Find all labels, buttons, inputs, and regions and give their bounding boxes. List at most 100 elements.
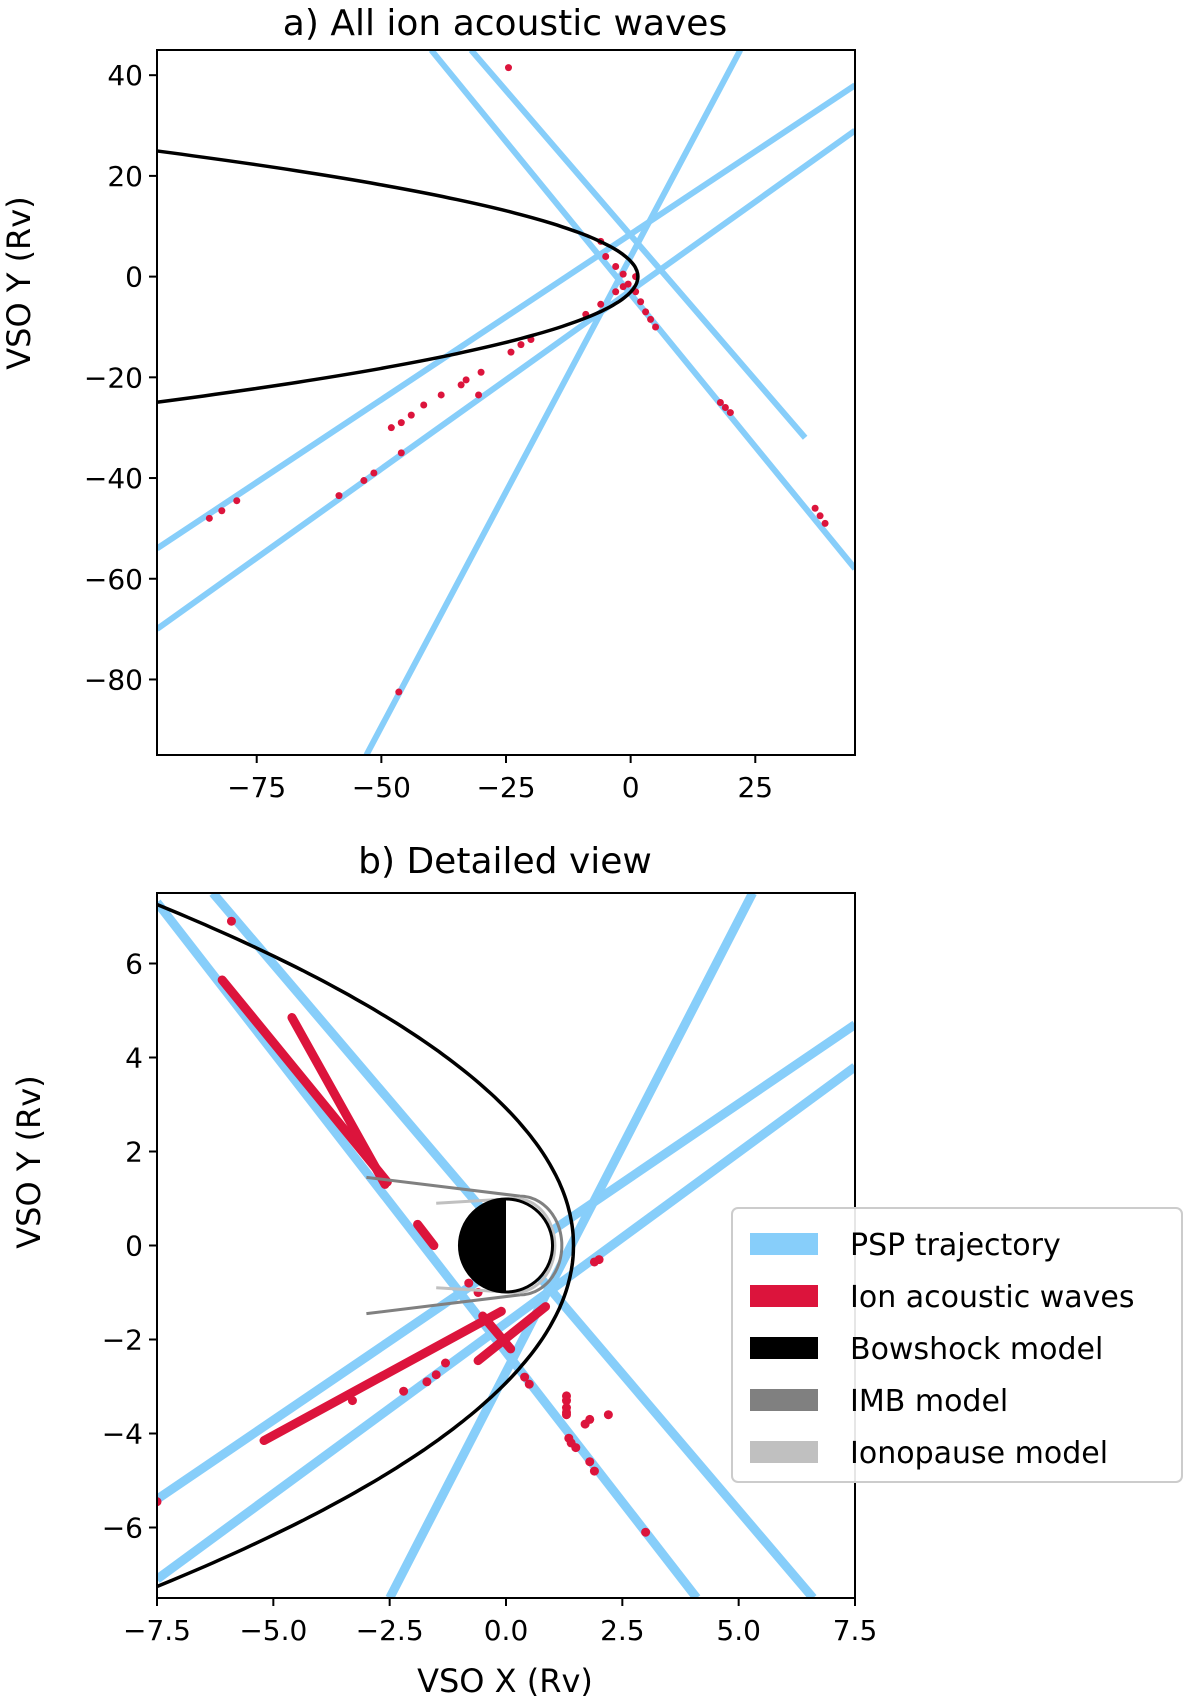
panel-a-ion-wave-point-18	[507, 348, 515, 356]
panel-a-ion-wave-point-12	[647, 315, 655, 323]
panel-b-ion-wave-segment-1	[287, 1013, 390, 1189]
panel-b-y-tick-label-0: 6	[125, 948, 143, 981]
panel-b-x-tick-label-6: 7.5	[833, 1614, 878, 1647]
panel-b-x-axis-label: VSO X (Rv)	[417, 1662, 593, 1700]
panel-b-ion-wave-point-20	[580, 1419, 590, 1429]
panel-a-ion-wave-point-20	[462, 376, 470, 384]
panel-b: b) Detailed view VSO Y (Rv) VSO X (Rv) 6…	[10, 841, 877, 1700]
panel-a-ion-wave-point-40	[821, 519, 829, 527]
panel-a-ion-wave-point-35	[716, 399, 724, 406]
panel-a-ion-wave-point-14	[597, 300, 605, 308]
legend-label-bowshock-model: Bowshock model	[850, 1332, 1103, 1367]
panel-b-y-tick-label-6: −6	[102, 1512, 143, 1545]
panel-a-x-tick-label-4: 25	[737, 771, 773, 804]
panel-a-ion-wave-point-33	[335, 492, 343, 500]
panel-a-ion-wave-point-32	[360, 477, 368, 485]
panel-a-y-tick-label-2: 0	[125, 261, 143, 294]
legend-swatch-psp-trajectory	[750, 1233, 818, 1255]
panel-a-bowshock-curve	[157, 149, 640, 404]
panel-a-x-tick-label-0: −75	[227, 771, 286, 804]
panel-a-ion-wave-point-34	[475, 391, 483, 399]
panel-a-ion-wave-point-17	[517, 341, 525, 349]
panel-a-y-tick-label-3: −20	[84, 361, 143, 394]
panel-b-y-tick-label-2: 2	[125, 1136, 143, 1169]
legend-swatch-imb-model	[750, 1389, 818, 1411]
panel-b-psp-trajectory-line-1	[157, 899, 701, 1598]
panel-b-title: b) Detailed view	[358, 841, 652, 882]
panel-a-y-tick-label-6: −80	[84, 663, 143, 696]
panel-a-ion-wave-point-8	[612, 288, 620, 296]
panel-a-y-tick-label-0: 40	[107, 59, 143, 92]
panel-a-ion-wave-point-38	[811, 504, 819, 512]
panel-b-y-axis-label: VSO Y (Rv)	[10, 1075, 48, 1248]
panel-a-ion-wave-point-25	[397, 419, 405, 427]
panel-b-ion-wave-segment-5	[413, 1219, 439, 1250]
panel-b-ion-wave-point-0	[226, 916, 236, 926]
panel-a-ion-wave-point-28	[218, 507, 226, 515]
panel-a-x-tick-label-3: 0	[622, 771, 640, 804]
panel-b-ion-wave-point-6	[441, 1358, 451, 1368]
panel-a-plot-area: 40 20 0 −20 −40 −60 −80 −75 −50 −25 0 25	[84, 49, 856, 804]
panel-a-psp-trajectory-line-4	[363, 50, 743, 755]
panel-a-psp-trajectory-line-3	[157, 128, 855, 632]
legend-frame	[731, 1207, 1183, 1483]
panel-b-bowshock-curve	[157, 902, 576, 1589]
legend-label-ionopause-model: Ionopause model	[850, 1436, 1108, 1471]
panel-b-x-tick-label-2: −2.5	[356, 1614, 424, 1647]
panel-a-y-tick-label-4: −40	[84, 462, 143, 495]
panel-a-x-tick-label-2: −25	[476, 771, 535, 804]
panel-b-plot-area: 6 4 2 0 −2 −4 −6 −7.5 −5.0 −2.5 0.0 2.5 5.0 7.5	[102, 892, 878, 1647]
panel-a: a) All ion acoustic waves VSO Y (Rv) 40 2…	[0, 3, 856, 804]
legend-label-imb-model: IMB model	[850, 1384, 1008, 1419]
panel-a-ion-wave-point-21	[457, 381, 465, 389]
venus-night-side	[459, 1198, 506, 1293]
panel-b-ion-wave-point-3	[399, 1386, 409, 1396]
panel-b-ion-wave-point-5	[431, 1370, 441, 1380]
panel-b-psp-trajectory-line-3	[157, 1063, 855, 1583]
panel-b-ion-wave-point-4	[422, 1377, 432, 1387]
panel-a-ion-wave-point-13	[652, 323, 660, 331]
panel-a-ion-wave-point-31	[370, 469, 378, 477]
panel-b-x-tick-label-0: −7.5	[123, 1614, 191, 1647]
panel-a-psp-trajectory-line-2	[157, 82, 855, 552]
panel-b-x-tick-label-4: 2.5	[600, 1614, 645, 1647]
legend-swatch-ionopause-model	[750, 1441, 818, 1463]
panel-b-ion-wave-point-26	[571, 1443, 581, 1453]
panel-a-ion-wave-point-30	[397, 449, 405, 457]
panel-b-ion-wave-point-13	[603, 1410, 613, 1420]
panel-b-ion-wave-point-22	[585, 1457, 595, 1467]
panel-a-ion-wave-point-7	[619, 283, 627, 291]
panel-a-ion-wave-point-37	[726, 409, 734, 417]
panel-a-ion-wave-point-41	[395, 688, 403, 696]
panel-a-x-tick-label-1: −50	[352, 771, 411, 804]
panel-b-ion-wave-point-18	[561, 1410, 571, 1420]
panel-a-psp-trajectory-line-0	[428, 50, 855, 571]
panel-b-ion-wave-segment-3	[473, 1302, 551, 1366]
panel-a-ion-wave-point-0	[504, 64, 512, 72]
legend-label-psp-trajectory: PSP trajectory	[850, 1228, 1061, 1263]
legend: PSP trajectory Ion acoustic waves Bowsho…	[731, 1207, 1183, 1483]
panel-b-ion-wave-point-10	[524, 1379, 534, 1389]
panel-b-ion-wave-point-9	[520, 1372, 530, 1382]
panel-a-ion-wave-point-10	[637, 298, 645, 306]
panel-b-psp-trajectory-line-4	[385, 893, 757, 1598]
panel-a-ion-wave-point-4	[619, 270, 627, 278]
panel-b-ion-wave-point-23	[589, 1466, 599, 1476]
panel-a-y-tick-label-1: 20	[107, 160, 143, 193]
panel-b-imb-curve	[366, 1175, 564, 1316]
legend-swatch-ion-acoustic-waves	[750, 1285, 818, 1307]
panel-b-ion-wave-point-8	[464, 1278, 474, 1288]
panel-a-ion-wave-point-3	[612, 263, 620, 271]
panel-b-ion-wave-segment-4	[478, 1311, 516, 1354]
panel-a-ion-wave-point-22	[437, 391, 445, 399]
panel-b-ion-wave-segment-2	[259, 1306, 506, 1446]
panel-a-ion-wave-point-26	[387, 424, 395, 432]
legend-swatch-bowshock-model	[750, 1337, 818, 1359]
panel-a-ion-wave-point-39	[816, 512, 824, 520]
panel-b-ion-wave-point-12	[589, 1257, 599, 1267]
panel-b-y-tick-label-3: 0	[125, 1230, 143, 1263]
panel-a-ion-wave-point-11	[642, 308, 650, 316]
panel-b-clipped-content	[157, 893, 855, 1598]
panel-b-y-tick-label-4: −2	[102, 1324, 143, 1357]
